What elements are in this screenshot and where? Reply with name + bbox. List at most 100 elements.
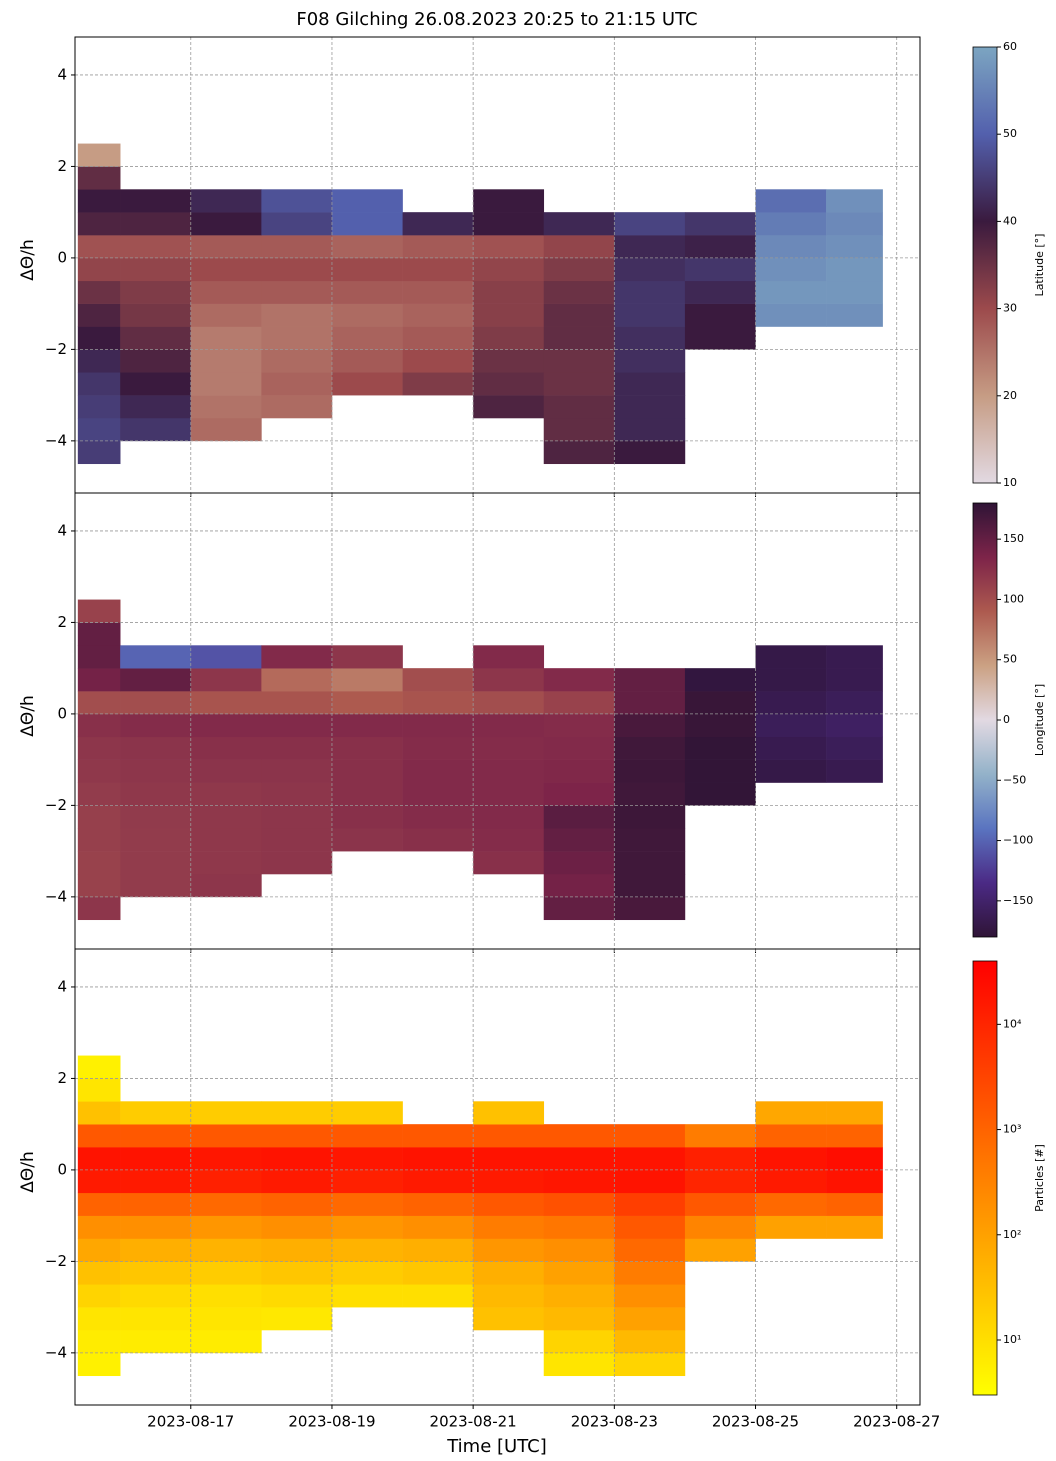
heatmap-cell — [614, 1147, 686, 1171]
heatmap-cell — [543, 1329, 615, 1354]
heatmap-cell — [77, 372, 121, 396]
colorbar-tick-label: 0 — [1003, 713, 1010, 726]
heatmap-cell — [190, 851, 262, 875]
heatmap-cell — [331, 1261, 403, 1285]
heatmap-cell — [331, 691, 403, 715]
heatmap-cell — [473, 372, 545, 396]
heatmap-cell — [120, 257, 192, 282]
heatmap-cell — [473, 851, 545, 875]
heatmap-cell — [473, 736, 545, 760]
colorbar-label: Latitude [°] — [1033, 234, 1046, 297]
heatmap-cell — [473, 349, 545, 373]
heatmap-cell — [473, 668, 545, 692]
y-tick-label: 4 — [57, 521, 67, 539]
heatmap-cell — [402, 349, 474, 373]
heatmap-cell — [190, 212, 262, 236]
heatmap-cell — [77, 736, 121, 760]
y-tick-label: −2 — [45, 796, 67, 814]
heatmap-cell — [331, 1192, 403, 1216]
heatmap-cell — [190, 645, 262, 669]
heatmap-cell — [614, 668, 686, 692]
heatmap-cell — [120, 326, 192, 350]
y-axis-label: ΔΘ/h — [18, 695, 38, 737]
heatmap-cell — [543, 1352, 615, 1377]
heatmap-cell — [543, 851, 615, 875]
heatmap-cell — [77, 440, 121, 465]
heatmap-cell — [684, 212, 756, 236]
heatmap-cell — [684, 1169, 756, 1194]
heatmap-cell — [190, 1192, 262, 1216]
heatmap-cell — [331, 828, 403, 852]
heatmap-cell — [755, 257, 827, 282]
x-tick-label: 2023-08-21 — [430, 1413, 517, 1431]
heatmap-cell — [826, 257, 883, 282]
heatmap-cell — [120, 851, 192, 875]
heatmap-cell — [77, 599, 121, 623]
heatmap-cell — [614, 1284, 686, 1308]
heatmap-cell — [120, 713, 192, 738]
heatmap-cell — [614, 896, 686, 921]
heatmap-cell — [331, 1169, 403, 1194]
heatmap-cell — [120, 1124, 192, 1148]
heatmap-cell — [190, 1238, 262, 1262]
heatmap-cell — [120, 349, 192, 373]
heatmap-cell — [190, 1329, 262, 1354]
heatmap-cell — [543, 349, 615, 373]
heatmap-cell — [755, 1124, 827, 1148]
heatmap-cell — [473, 645, 545, 669]
heatmap-cell — [331, 349, 403, 373]
heatmap-cell — [190, 1147, 262, 1171]
heatmap-cell — [77, 896, 121, 921]
heatmap-cell — [261, 1261, 333, 1285]
heatmap-cell — [473, 691, 545, 715]
y-axis-label: ΔΘ/h — [18, 239, 38, 281]
heatmap-cell — [120, 805, 192, 829]
heatmap-cell — [261, 736, 333, 760]
colorbar-label: Particles [#] — [1033, 1144, 1046, 1212]
x-axis-label: Time [UTC] — [446, 1436, 547, 1457]
heatmap-cell — [826, 1101, 883, 1125]
heatmap-cell — [261, 349, 333, 373]
heatmap-cell — [261, 1147, 333, 1171]
heatmap-cell — [331, 372, 403, 396]
y-tick-label: −4 — [45, 887, 67, 905]
heatmap-cell — [120, 1307, 192, 1331]
colorbar-tick-label: 10 — [1003, 476, 1017, 489]
heatmap-cell — [261, 828, 333, 852]
heatmap-cell — [402, 1192, 474, 1216]
heatmap-cell — [755, 235, 827, 259]
heatmap-cell — [402, 805, 474, 829]
heatmap-cell — [331, 1101, 403, 1125]
x-tick-label: 2023-08-23 — [571, 1413, 658, 1431]
heatmap-cell — [473, 713, 545, 738]
heatmap-cell — [543, 372, 615, 396]
heatmap-cell — [755, 759, 827, 783]
heatmap-cell — [190, 1215, 262, 1239]
colorbar-tick-label: 50 — [1003, 653, 1017, 666]
heatmap-cell — [261, 257, 333, 282]
heatmap-cell — [473, 235, 545, 259]
heatmap-cell — [755, 1215, 827, 1239]
colorbar-tick-label: 10³ — [1003, 1123, 1021, 1136]
heatmap-cell — [614, 1261, 686, 1285]
heatmap-cell — [543, 212, 615, 236]
heatmap-cell — [77, 257, 121, 282]
y-tick-label: −4 — [45, 1343, 67, 1361]
y-tick-label: 0 — [57, 704, 67, 722]
heatmap-cell — [402, 759, 474, 783]
heatmap-cell — [473, 1169, 545, 1194]
y-tick-label: 0 — [57, 248, 67, 266]
heatmap-cell — [614, 782, 686, 806]
heatmap-cell — [543, 1124, 615, 1148]
heatmap-cell — [402, 736, 474, 760]
heatmap-cell — [755, 280, 827, 304]
heatmap-cell — [77, 1352, 121, 1377]
heatmap-cell — [120, 759, 192, 783]
heatmap-cell — [77, 1284, 121, 1308]
heatmap-cell — [402, 257, 474, 282]
heatmap-cell — [614, 1192, 686, 1216]
heatmap-cell — [77, 1307, 121, 1331]
heatmap-cell — [190, 782, 262, 806]
heatmap-cell — [473, 326, 545, 350]
